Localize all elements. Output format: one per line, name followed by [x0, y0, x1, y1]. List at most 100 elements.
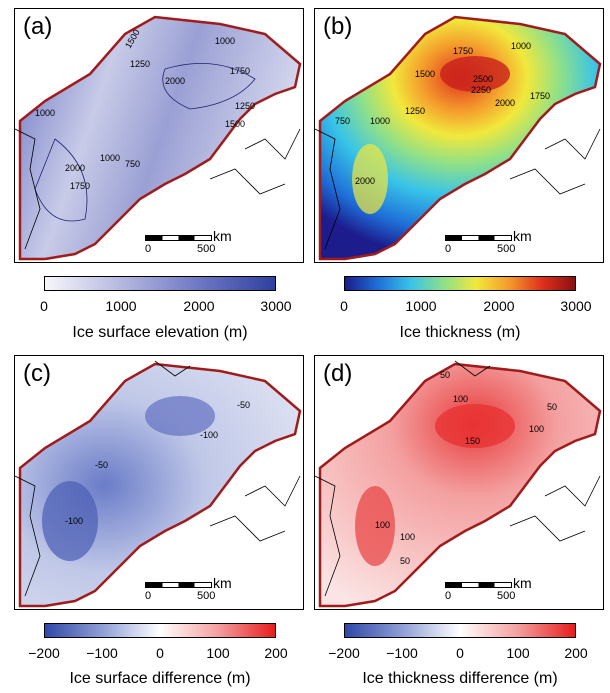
contour-label: -50 [95, 460, 108, 470]
contour-label: 50 [547, 402, 557, 412]
contour-label: 2250 [471, 85, 491, 95]
scale-unit: km [213, 575, 232, 591]
high-d2 [355, 486, 395, 566]
colorbar-a [44, 276, 276, 291]
tick-label: −100 [86, 645, 118, 661]
tick-label: 3000 [260, 298, 292, 314]
contour-label: 1250 [130, 59, 150, 69]
scale-tick-500: 500 [197, 243, 216, 255]
scale-bar [145, 235, 212, 241]
tick-label: 3000 [560, 298, 592, 314]
colorbar-b [344, 276, 576, 291]
coastline-d [315, 360, 601, 597]
contour-label: -100 [200, 430, 218, 440]
panel-b: 1750 1000 1500 2500 2250 1000 1250 2000 … [314, 8, 604, 263]
scale-unit: km [513, 228, 532, 244]
contour-label: 100 [529, 424, 544, 434]
scale-tick-0: 0 [145, 243, 152, 255]
colorbar-c-title: Ice surface difference (m) [69, 670, 251, 687]
contour-label: 1750 [530, 91, 550, 101]
panel-label: (d) [323, 360, 353, 387]
core-b2 [352, 144, 388, 214]
contour-label: 2500 [473, 74, 493, 84]
ice-sheet-a [18, 15, 302, 261]
tick-label: 100 [506, 645, 530, 661]
panel-c: -50 -100 -50 -100 (c) km 0 500 [14, 355, 304, 610]
tick-label: −100 [386, 645, 418, 661]
map-a: 1500 1000 1250 2000 1750 1000 1250 1500 … [15, 15, 302, 261]
ice-sheet-b [318, 15, 602, 261]
contour-label: 1000 [215, 36, 235, 46]
map-b: 1750 1000 1500 2500 2250 1000 1250 2000 … [315, 15, 602, 261]
coastline-a [15, 128, 301, 250]
low-c2 [42, 481, 98, 561]
contour-label: 1750 [230, 66, 250, 76]
contour-label: 1250 [235, 101, 255, 111]
panel-d: 50 100 50 100 150 100 100 50 (d) km 0 50… [314, 355, 604, 610]
tick-label: 100 [206, 645, 230, 661]
colorbar-a-title: Ice surface elevation (m) [72, 324, 248, 341]
inner-contours-a [34, 63, 256, 222]
coastline-c [15, 360, 301, 597]
coastline-b [315, 128, 601, 250]
scale-tick-500: 500 [197, 590, 216, 602]
scale-tick-0: 0 [145, 590, 152, 602]
high-d [435, 404, 515, 448]
scale-unit: km [513, 575, 532, 591]
panel-label: (b) [323, 13, 353, 40]
contour-label: 2000 [495, 98, 515, 108]
contour-label: 1000 [100, 153, 120, 163]
tick-label: 0 [156, 645, 164, 661]
map-d: 50 100 50 100 150 100 100 50 [315, 360, 602, 608]
contour-label: 50 [400, 556, 410, 566]
scale-tick-0: 0 [445, 590, 452, 602]
tick-label: 0 [340, 298, 348, 314]
scale-tick-0: 0 [445, 243, 452, 255]
map-c: -50 -100 -50 -100 [15, 360, 302, 608]
tick-label: −200 [28, 645, 60, 661]
panel-label: (c) [23, 360, 51, 387]
contour-label: 1250 [405, 106, 425, 116]
scale-tick-500: 500 [497, 243, 516, 255]
contour-label: -100 [65, 516, 83, 526]
contour-label: 1500 [225, 119, 245, 129]
scale-tick-500: 500 [497, 590, 516, 602]
scale-unit: km [213, 228, 232, 244]
contour-label: 1750 [70, 181, 90, 191]
contour-label: 2000 [165, 76, 185, 86]
contour-label: -50 [237, 400, 250, 410]
panel-label: (a) [23, 13, 53, 40]
contour-label: 1000 [370, 116, 390, 126]
colorbar-d-title: Ice thickness difference (m) [362, 670, 558, 687]
scale-bar [445, 235, 512, 241]
scale-bar [445, 582, 512, 588]
contour-label: 100 [400, 532, 415, 542]
tick-label: −200 [328, 645, 360, 661]
contour-label: 750 [335, 116, 350, 126]
contour-label: 750 [125, 159, 140, 169]
tick-label: 0 [40, 298, 48, 314]
contour-label: 100 [375, 520, 390, 530]
contour-label: 50 [440, 370, 450, 380]
scale-bar [145, 582, 212, 588]
contour-label: 1750 [453, 46, 473, 56]
contour-label: 1500 [415, 69, 435, 79]
colorbar-d [344, 623, 576, 638]
tick-label: 200 [564, 645, 588, 661]
contour-label: 1000 [35, 108, 55, 118]
core-b [440, 56, 510, 92]
tick-label: 2000 [183, 298, 215, 314]
tick-label: 1000 [405, 298, 437, 314]
colorbar-c [44, 623, 276, 638]
contour-label: 150 [465, 436, 480, 446]
contour-label: 2000 [355, 176, 375, 186]
tick-label: 2000 [483, 298, 515, 314]
contour-label: 100 [453, 394, 468, 404]
colorbar-b-title: Ice thickness (m) [399, 324, 521, 341]
panel-a: 1500 1000 1250 2000 1750 1000 1250 1500 … [14, 8, 304, 263]
tick-label: 200 [264, 645, 288, 661]
tick-label: 0 [456, 645, 464, 661]
contour-label: 1000 [511, 41, 531, 51]
tick-label: 1000 [105, 298, 137, 314]
contour-label: 2000 [65, 163, 85, 173]
